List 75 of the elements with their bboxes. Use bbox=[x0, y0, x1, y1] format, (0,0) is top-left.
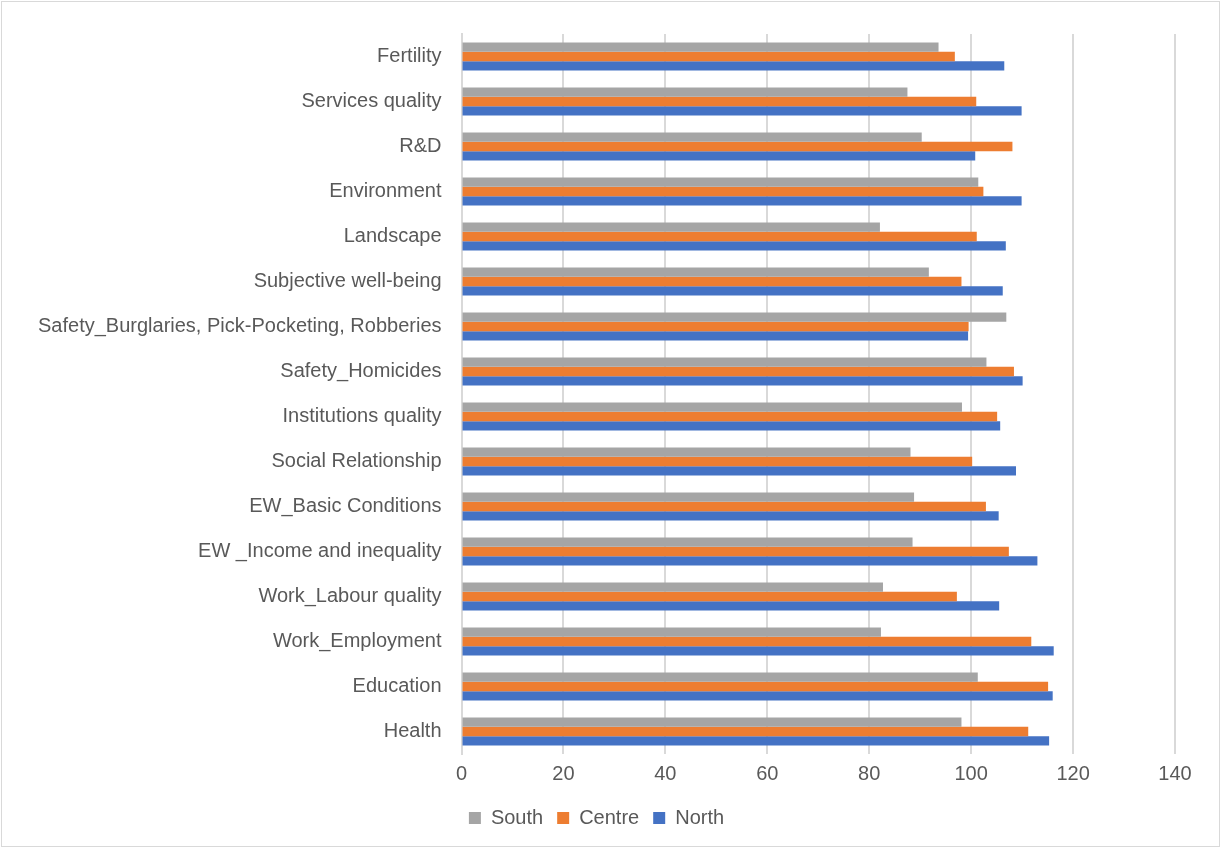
y-tick-label: Services quality bbox=[301, 89, 442, 112]
bar bbox=[462, 366, 1014, 377]
bar bbox=[462, 546, 1009, 557]
y-tick-label: R&D bbox=[399, 134, 442, 157]
bar bbox=[462, 132, 922, 142]
bar bbox=[462, 726, 1029, 737]
bar bbox=[462, 106, 1022, 116]
bar bbox=[462, 231, 977, 242]
bar bbox=[462, 646, 1054, 656]
bar bbox=[462, 186, 984, 197]
bar bbox=[462, 376, 1023, 386]
bar bbox=[462, 736, 1050, 746]
legend-label: Centre bbox=[579, 805, 640, 828]
bar bbox=[462, 421, 1001, 431]
bar bbox=[462, 286, 1003, 296]
bar bbox=[462, 501, 986, 512]
bar bbox=[462, 61, 1005, 71]
bar bbox=[462, 556, 1038, 566]
bar bbox=[462, 627, 881, 637]
bar bbox=[462, 447, 911, 457]
y-tick-label: Landscape bbox=[343, 224, 442, 247]
bar bbox=[462, 681, 1049, 692]
bar bbox=[462, 402, 962, 412]
bar bbox=[462, 672, 978, 682]
bar bbox=[462, 141, 1013, 152]
bar bbox=[462, 276, 962, 287]
bar bbox=[462, 492, 915, 502]
bar bbox=[462, 51, 955, 62]
x-tick-label: 120 bbox=[1056, 761, 1090, 784]
bar bbox=[462, 267, 929, 277]
bar bbox=[462, 96, 977, 107]
bar bbox=[462, 466, 1016, 476]
y-tick-label: EW _Income and inequality bbox=[198, 539, 442, 563]
x-tick-label: 60 bbox=[756, 761, 779, 784]
legend-label: North bbox=[675, 805, 725, 828]
bar bbox=[462, 357, 987, 367]
bar bbox=[462, 456, 973, 467]
x-tick-label: 80 bbox=[858, 761, 881, 784]
x-tick-label: 40 bbox=[654, 761, 677, 784]
bar bbox=[462, 42, 939, 52]
y-tick-label: EW_Basic Conditions bbox=[249, 494, 442, 518]
bar bbox=[462, 241, 1006, 251]
x-tick-label: 0 bbox=[455, 761, 468, 784]
bar bbox=[462, 222, 880, 232]
x-tick-label: 20 bbox=[552, 761, 575, 784]
y-tick-label: Subjective well-being bbox=[253, 269, 442, 292]
y-tick-label: Health bbox=[383, 719, 442, 742]
bar bbox=[462, 312, 1007, 322]
bar bbox=[462, 151, 976, 161]
bar bbox=[462, 321, 969, 332]
legend-label: South bbox=[490, 805, 544, 828]
bar bbox=[462, 177, 979, 187]
x-tick-label: 140 bbox=[1158, 761, 1192, 784]
bar bbox=[462, 591, 957, 602]
y-tick-label: Institutions quality bbox=[282, 404, 442, 427]
y-tick-label: Work_Employment bbox=[272, 629, 442, 653]
y-tick-label: Safety_Homicides bbox=[280, 359, 442, 383]
bar bbox=[462, 582, 883, 592]
x-tick-label: 100 bbox=[954, 761, 988, 784]
bar bbox=[462, 196, 1022, 206]
y-tick-label: Work_Labour quality bbox=[258, 584, 442, 608]
bar bbox=[462, 511, 999, 521]
bar bbox=[462, 717, 962, 727]
bar bbox=[462, 537, 913, 547]
y-tick-label: Education bbox=[352, 674, 442, 697]
bar bbox=[462, 636, 1032, 647]
y-tick-label: Fertility bbox=[377, 44, 442, 67]
bar bbox=[462, 87, 908, 97]
y-tick-label: Environment bbox=[329, 179, 442, 202]
y-tick-label: Safety_Burglaries, Pick-Pocketing, Robberies bbox=[37, 314, 442, 338]
bar bbox=[462, 691, 1053, 701]
y-tick-label: Social Relationship bbox=[271, 449, 442, 472]
bar bbox=[462, 331, 969, 341]
bar bbox=[462, 601, 1000, 611]
bar bbox=[462, 411, 998, 422]
